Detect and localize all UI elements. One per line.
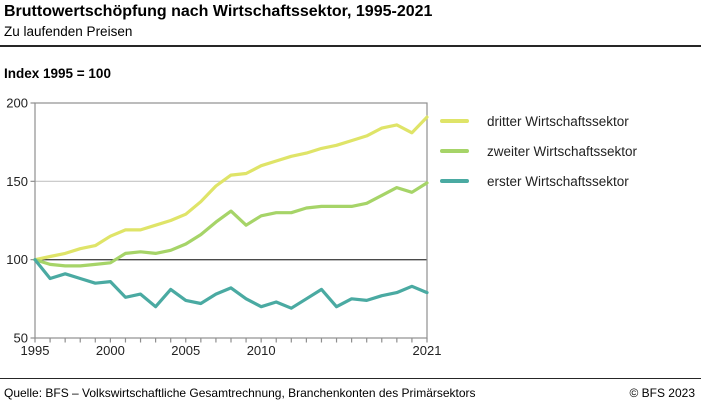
legend-label-zweiter-wirtschaftssektor: zweiter Wirtschaftssektor <box>487 143 638 159</box>
header-divider <box>0 45 701 47</box>
y-tick-label-50: 50 <box>14 331 28 346</box>
x-tick-label-2021: 2021 <box>413 343 442 358</box>
x-tick-label-2005: 2005 <box>171 343 200 358</box>
x-tick-label-2010: 2010 <box>247 343 276 358</box>
index-note: Index 1995 = 100 <box>4 66 111 81</box>
page-title: Bruttowertschöpfung nach Wirtschaftssekt… <box>4 3 433 20</box>
x-tick-label-1995: 1995 <box>21 343 50 358</box>
page-subtitle: Zu laufenden Preisen <box>4 24 133 39</box>
legend-item-zweiter-wirtschaftssektor: zweiter Wirtschaftssektor <box>440 143 638 159</box>
chart-legend: dritter Wirtschaftssektor zweiter Wirtsch… <box>440 114 637 204</box>
series-line-zweiter-wirtschaftssektor <box>33 181 429 268</box>
legend-item-erster-wirtschaftssektor: erster Wirtschaftssektor <box>440 173 637 189</box>
series-line-erster-wirtschaftssektor <box>33 258 429 310</box>
legend-swatch-zweiter-wirtschaftssektor <box>440 149 469 153</box>
series-line-dritter-wirtschaftssektor <box>33 115 429 262</box>
y-tick-label-200: 200 <box>6 96 28 111</box>
legend-swatch-erster-wirtschaftssektor <box>440 179 469 183</box>
line-chart: 50 100 150 200 1995 2000 2005 2010 2021 <box>6 96 442 359</box>
legend-item-dritter-wirtschaftssektor: dritter Wirtschaftssektor <box>440 113 637 129</box>
y-tick-label-100: 100 <box>6 252 28 267</box>
legend-label-erster-wirtschaftssektor: erster Wirtschaftssektor <box>487 173 629 189</box>
legend-label-dritter-wirtschaftssektor: dritter Wirtschaftssektor <box>487 113 629 129</box>
copyright-text: © BFS 2023 <box>629 386 695 400</box>
x-tick-label-2000: 2000 <box>96 343 125 358</box>
footer: Quelle: BFS – Volkswirtschaftliche Gesam… <box>4 386 695 400</box>
y-tick-label-150: 150 <box>6 174 28 189</box>
footer-divider <box>0 378 701 379</box>
legend-swatch-dritter-wirtschaftssektor <box>440 119 469 123</box>
plot-frame <box>34 102 428 339</box>
source-text: Quelle: BFS – Volkswirtschaftliche Gesam… <box>4 386 476 400</box>
